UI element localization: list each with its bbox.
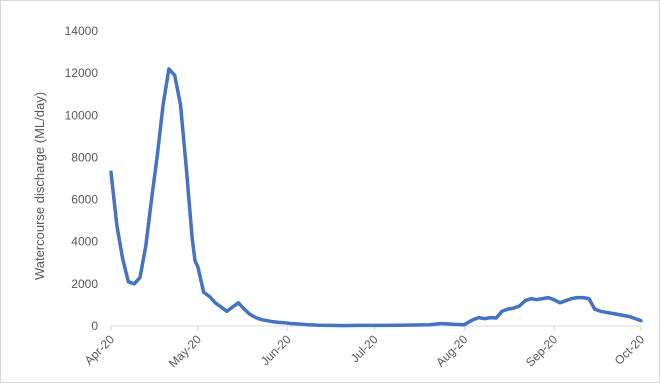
y-tick-label: 0 — [91, 319, 98, 333]
x-tick-label: Jun-20 — [258, 332, 294, 368]
x-tick-label: Apr-20 — [82, 332, 118, 368]
x-tick-label: Sep-20 — [523, 332, 560, 369]
x-tick-label: Aug-20 — [433, 332, 470, 369]
series-line-discharge — [109, 67, 643, 328]
y-tick-label: 4000 — [71, 235, 98, 249]
y-tick-label: 2000 — [71, 277, 98, 291]
y-axis-title: Watercourse discharge (ML/day) — [32, 92, 47, 280]
y-tick-label: 12000 — [65, 66, 99, 80]
y-tick-label: 14000 — [65, 24, 99, 38]
y-tick-label: 6000 — [71, 193, 98, 207]
x-tick-label: Oct-20 — [612, 332, 648, 368]
y-tick-label: 10000 — [65, 108, 99, 122]
x-tick-label: May-20 — [166, 332, 204, 370]
x-tick-label: Jul-20 — [348, 332, 381, 365]
y-tick-label: 8000 — [71, 150, 98, 164]
